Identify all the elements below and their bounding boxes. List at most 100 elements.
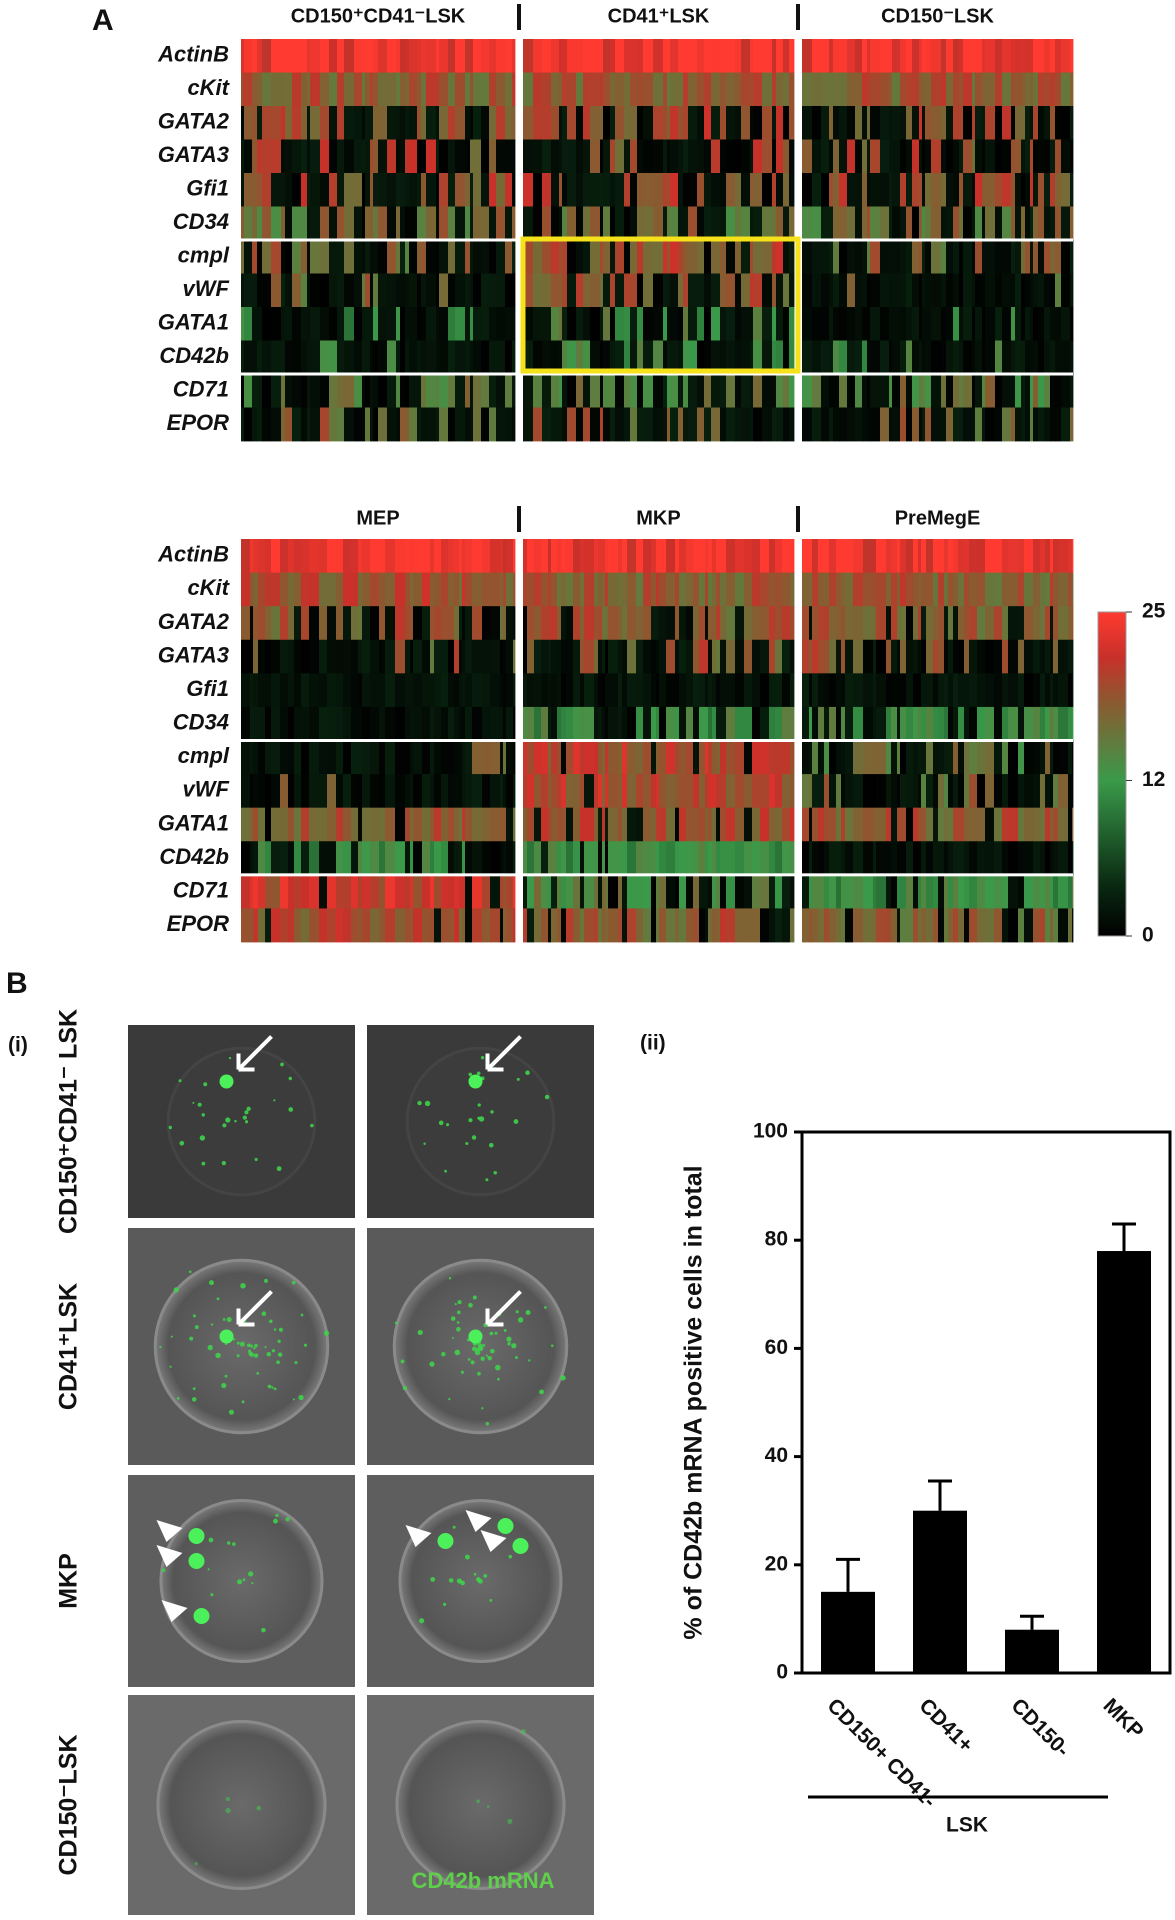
heatmap-cell	[873, 808, 876, 842]
heatmap-cell	[441, 673, 448, 707]
heatmap-cell	[559, 39, 562, 73]
heatmap-cell	[262, 39, 271, 73]
signal-dot	[162, 1568, 166, 1572]
heatmap-cell	[651, 707, 656, 741]
heatmap-cell	[1058, 640, 1068, 674]
heatmap-cell	[343, 908, 351, 942]
heatmap-cell	[387, 240, 396, 274]
heatmap-cell	[705, 774, 708, 808]
heatmap-cell	[602, 606, 605, 640]
heatmap-cell	[370, 140, 373, 174]
heatmap-cell	[281, 307, 285, 341]
heatmap-cell	[271, 673, 280, 707]
heatmap-cell	[977, 841, 985, 875]
heatmap-cell	[439, 274, 448, 308]
heatmap-cell	[972, 73, 975, 107]
heatmap-cell	[602, 707, 605, 741]
heatmap-cell	[900, 374, 906, 408]
heatmap-cell	[523, 707, 527, 741]
heatmap-cell	[1050, 173, 1055, 207]
heatmap-cell	[686, 606, 693, 640]
heatmap-cell	[977, 908, 985, 942]
heatmap-cell	[790, 841, 794, 875]
heatmap-cell	[271, 274, 281, 308]
heatmap-cell	[1033, 841, 1040, 875]
heatmap-cell	[590, 408, 600, 442]
x-tick-label: CD150-	[1007, 1694, 1074, 1761]
heatmap-cell	[448, 307, 455, 341]
heatmap-cell	[559, 207, 562, 241]
signal-dot	[189, 1337, 193, 1341]
heatmap-cell	[697, 73, 704, 107]
heatmap-cell	[250, 808, 253, 842]
heatmap-cell	[280, 908, 288, 942]
heatmap-cell	[994, 774, 1002, 808]
heatmap-cell	[434, 774, 441, 808]
heatmap-cell	[985, 374, 995, 408]
signal-dot	[551, 1344, 554, 1347]
group-divider	[796, 4, 800, 30]
heatmap-cell	[720, 73, 726, 107]
heatmap-cell	[583, 39, 590, 73]
heatmap-cell	[533, 106, 542, 140]
heatmap-cell	[926, 640, 933, 674]
heatmap-cell	[500, 673, 503, 707]
cell	[397, 1721, 564, 1888]
heatmap-cell	[841, 707, 845, 741]
heatmap-cell	[320, 106, 329, 140]
heatmap-cell	[708, 774, 712, 808]
heatmap-cell	[523, 774, 527, 808]
heatmap-cell	[462, 908, 465, 942]
heatmap-cell	[867, 106, 870, 140]
heatmap-cell	[1015, 307, 1021, 341]
heatmap-cell	[370, 173, 373, 207]
heatmap-cell	[459, 640, 462, 674]
heatmap-cell	[845, 841, 853, 875]
heatmap-cell	[938, 640, 944, 674]
heatmap-cell	[812, 573, 818, 607]
heatmap-cell	[358, 606, 362, 640]
heatmap-cell	[505, 341, 512, 375]
heatmap-cell	[1044, 173, 1050, 207]
subpanel-label: (i)	[8, 1034, 28, 1057]
heatmap-cell	[541, 539, 548, 573]
heatmap-cell	[430, 707, 434, 741]
gene-label: cKit	[187, 575, 230, 600]
heatmap-cell	[600, 106, 603, 140]
heatmap-cell	[1068, 573, 1072, 607]
heatmap-cell	[551, 573, 557, 607]
heatmap-cell	[258, 875, 265, 909]
heatmap-cell	[720, 640, 726, 674]
heatmap-cell	[944, 673, 948, 707]
heatmap-cell	[627, 908, 636, 942]
heatmap-cell	[594, 841, 598, 875]
heatmap-cell	[741, 374, 750, 408]
heatmap-cell	[262, 173, 271, 207]
heatmap-cell	[336, 707, 343, 741]
heatmap-cell	[622, 573, 627, 607]
heatmap-cell	[1053, 741, 1058, 775]
heatmap-cell	[1021, 307, 1025, 341]
heatmap-cell	[512, 408, 515, 442]
heatmap-cell	[912, 307, 919, 341]
heatmap-cell	[802, 606, 809, 640]
heatmap-cell	[422, 539, 430, 573]
heatmap-cell	[301, 640, 309, 674]
heatmap-cell	[580, 741, 584, 775]
heatmap-cell	[523, 106, 533, 140]
heatmap-cell	[481, 408, 489, 442]
heatmap-cell	[919, 408, 922, 442]
heatmap-cell	[1033, 707, 1040, 741]
heatmap-cell	[534, 539, 541, 573]
heatmap-cell	[627, 808, 636, 842]
heatmap-cell	[252, 374, 257, 408]
heatmap-cell	[845, 908, 853, 942]
heatmap-cell	[985, 606, 994, 640]
heatmap-cell	[686, 841, 693, 875]
heatmap-cell	[863, 741, 873, 775]
heatmap-cell	[434, 741, 441, 775]
heatmap-cell	[610, 240, 615, 274]
heatmap-cell	[1038, 173, 1044, 207]
heatmap-cell	[436, 39, 439, 73]
heatmap-cell	[512, 274, 515, 308]
